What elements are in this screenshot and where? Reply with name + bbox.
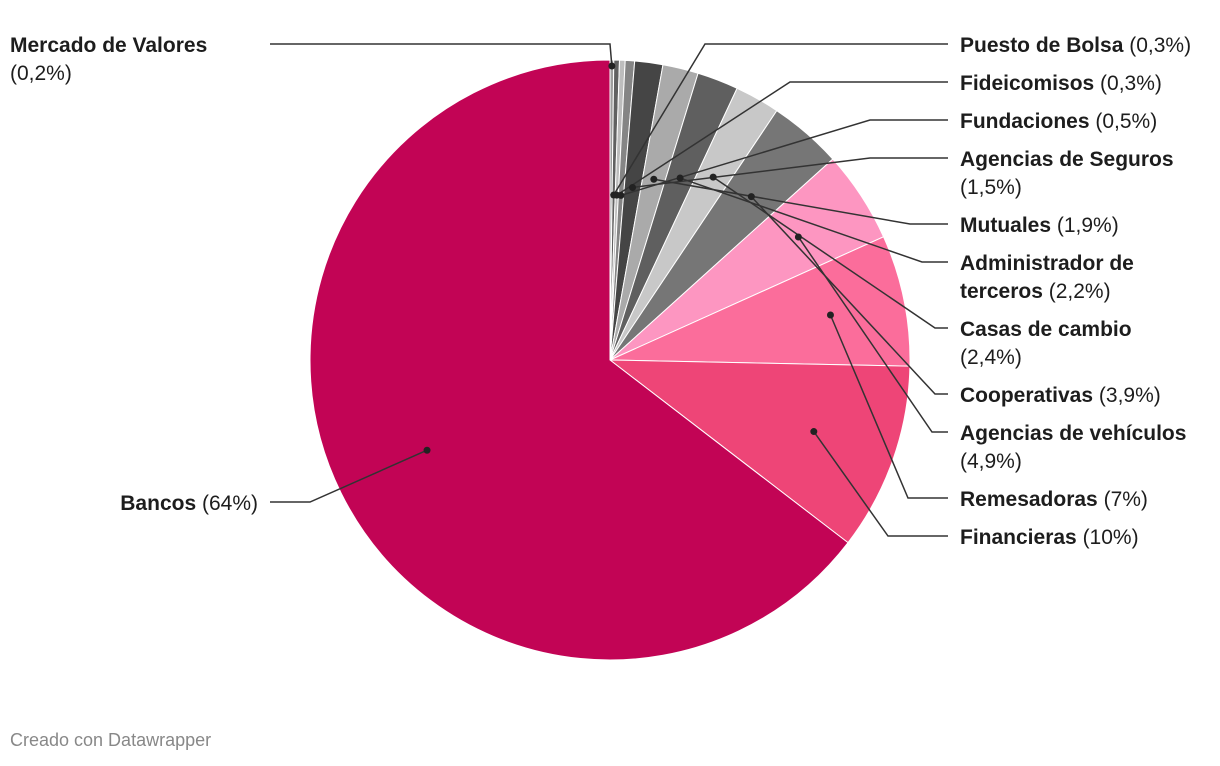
leader-casas-de-cambio [712, 176, 948, 329]
label-text: Fideicomisos (0,3%) [960, 72, 1162, 95]
leader-mercado-de-valores [270, 43, 613, 67]
dot-agencias-de-vehiculos [794, 233, 802, 241]
label-name-line1: Administrador de [960, 252, 1134, 275]
leader-puesto-de-bolsa [613, 43, 948, 196]
dot-administrador-de-terceros [676, 174, 684, 182]
dot-remesadoras [826, 311, 834, 319]
label-mutuales: Mutuales (1,9%) [960, 214, 1119, 237]
label-pct: (4,9%) [960, 450, 1022, 473]
label-agencias-de-vehiculos: Agencias de vehículos (4,9%) [960, 422, 1186, 473]
dot-fundaciones [617, 191, 625, 199]
dot-cooperativas [747, 193, 755, 201]
label-text: Bancos (64%) [120, 492, 258, 515]
leader-remesadoras [829, 314, 948, 499]
label-pct: (2,4%) [960, 346, 1022, 369]
slice-labels: Mercado de Valores (0,2%) Puesto de Bolsa … [10, 34, 1191, 549]
leader-fideicomisos [616, 81, 948, 196]
label-text: Cooperativas (3,9%) [960, 384, 1161, 407]
dot-bancos [423, 446, 431, 454]
dot-agencias-de-seguros [629, 183, 637, 191]
leader-fundaciones [620, 119, 948, 197]
label-casas-de-cambio: Casas de cambio (2,4%) [960, 318, 1132, 369]
dot-financieras [810, 428, 818, 436]
label-text: Financieras (10%) [960, 526, 1139, 549]
slice-remesadoras [609, 236, 911, 367]
leader-bancos [270, 449, 428, 503]
leader-lines [270, 43, 948, 537]
label-puesto-de-bolsa: Puesto de Bolsa (0,3%) [960, 34, 1191, 57]
label-remesadoras: Remesadoras (7%) [960, 488, 1148, 511]
label-name: Agencias de Seguros [960, 148, 1174, 171]
label-fideicomisos: Fideicomisos (0,3%) [960, 72, 1162, 95]
label-name: Casas de cambio [960, 318, 1132, 341]
leader-financieras [813, 431, 948, 537]
label-name: Mercado de Valores [10, 34, 207, 57]
label-text: Puesto de Bolsa (0,3%) [960, 34, 1191, 57]
label-name: Agencias de vehículos [960, 422, 1186, 445]
label-financieras: Financieras (10%) [960, 526, 1139, 549]
pie-slices [309, 59, 911, 661]
slice-financieras [608, 359, 911, 544]
footer-credit: Creado con Datawrapper [10, 730, 212, 750]
leader-cooperativas [750, 196, 948, 395]
label-bancos: Bancos (64%) [120, 492, 258, 515]
label-text: Fundaciones (0,5%) [960, 110, 1157, 133]
label-administrador-de-terceros: Administrador de terceros (2,2%) [960, 252, 1134, 303]
dot-casas-de-cambio [709, 173, 717, 181]
label-mercado-de-valores: Mercado de Valores (0,2%) [10, 34, 207, 85]
label-cooperativas: Cooperativas (3,9%) [960, 384, 1161, 407]
label-pct: (1,5%) [960, 176, 1022, 199]
slice-bancos [309, 59, 849, 661]
label-text: Mutuales (1,9%) [960, 214, 1119, 237]
label-agencias-de-seguros: Agencias de Seguros (1,5%) [960, 148, 1174, 199]
label-pct: (0,2%) [10, 62, 72, 85]
leader-agencias-de-vehiculos [797, 236, 948, 433]
label-text: Remesadoras (7%) [960, 488, 1148, 511]
label-fundaciones: Fundaciones (0,5%) [960, 110, 1157, 133]
dot-mercado-de-valores [608, 62, 616, 70]
label-name-line2: terceros (2,2%) [960, 280, 1111, 303]
dot-mutuales [650, 175, 658, 183]
